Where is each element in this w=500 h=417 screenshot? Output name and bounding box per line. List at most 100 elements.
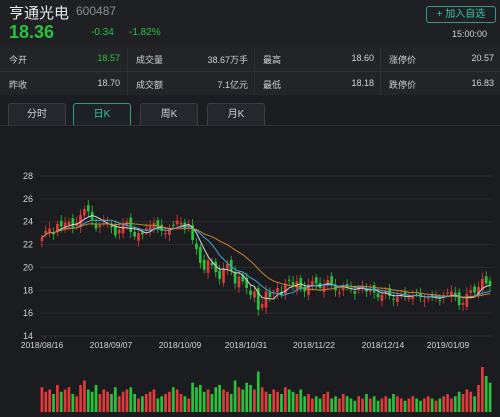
candle-body: [283, 283, 287, 294]
candle-body: [110, 225, 113, 228]
candle-body: [357, 288, 361, 291]
candle-body: [407, 298, 411, 300]
volume-bar: [264, 391, 268, 412]
candle-body: [133, 231, 137, 237]
volume-bar: [164, 394, 167, 412]
volume-bar: [283, 387, 287, 412]
volume-bar: [94, 385, 98, 412]
volume-bar: [403, 400, 407, 412]
volume-bar: [480, 367, 484, 412]
volume-bar: [295, 394, 299, 412]
volume-bar: [268, 394, 272, 412]
add-to-watchlist-button[interactable]: + 加入自选: [426, 6, 496, 23]
volume-bar: [260, 387, 264, 412]
y-tick-label: 22: [23, 240, 33, 250]
volume-bar: [171, 387, 175, 412]
x-tick-label: 2018/12/14: [362, 340, 405, 350]
candle-body: [202, 259, 206, 270]
volume-bar: [353, 400, 357, 412]
volume-bar: [384, 396, 388, 412]
volume-bar: [411, 396, 415, 412]
candle-body: [392, 298, 395, 300]
tab-intraday[interactable]: 分时: [8, 103, 66, 126]
stat-value-limit-up: 20.57: [471, 53, 494, 63]
volume-bar: [160, 396, 164, 412]
candle-body: [183, 222, 187, 230]
volume-bar: [202, 391, 206, 412]
candle-body: [430, 294, 434, 296]
candle-body: [314, 277, 318, 284]
volume-bar: [125, 389, 129, 412]
candle-body: [345, 284, 349, 286]
volume-bar: [256, 371, 260, 412]
candle-body: [411, 296, 415, 299]
candle-body: [164, 233, 167, 235]
volume-bar: [465, 389, 469, 412]
candle-body: [322, 285, 326, 292]
volume-bar: [249, 385, 252, 412]
volume-bar: [357, 396, 361, 412]
candle-body: [137, 233, 140, 241]
candle-body: [160, 224, 164, 231]
candle-body: [233, 271, 237, 284]
candle-body: [218, 270, 221, 279]
volume-bar: [44, 391, 48, 412]
ma10-line: [41, 219, 491, 299]
volume-bar: [415, 398, 419, 412]
volume-bar: [392, 394, 395, 412]
volume-bar: [395, 396, 399, 412]
stats-panel: [0, 46, 500, 95]
y-tick-label: 18: [23, 285, 33, 295]
stat-label-volume: 成交量: [136, 55, 164, 65]
candle-body: [280, 291, 283, 295]
volume-bar: [144, 394, 148, 412]
tab-weekly-k[interactable]: 周K: [140, 103, 198, 126]
candle-body: [79, 214, 82, 227]
candle-body: [67, 221, 71, 226]
candle-body: [148, 226, 152, 231]
stat-label-open: 今开: [9, 55, 28, 65]
volume-bar: [380, 398, 384, 412]
candle-body: [469, 290, 473, 293]
candle-body: [48, 228, 52, 232]
candle-body: [168, 228, 171, 235]
candle-body: [419, 292, 422, 298]
volume-bar: [453, 396, 457, 412]
volume-bar: [168, 391, 171, 412]
volume-bar: [488, 382, 492, 412]
volume-bar: [75, 396, 79, 412]
volume-bar: [361, 398, 364, 412]
candle-body: [241, 274, 245, 282]
volume-bar: [272, 389, 276, 412]
y-tick-label: 26: [23, 194, 33, 204]
stat-value-limit-down: 16.83: [471, 78, 494, 88]
y-tick-label: 14: [23, 331, 33, 341]
tab-daily-k[interactable]: 日K: [73, 103, 131, 126]
volume-bar: [365, 394, 368, 412]
volume-bar: [484, 376, 488, 412]
candle-body: [353, 291, 357, 294]
tab-monthly-k[interactable]: 月K: [207, 103, 265, 126]
volume-bar: [195, 387, 198, 412]
x-tick-label: 2018/10/09: [159, 340, 202, 350]
volume-bar: [148, 391, 152, 412]
volume-bar: [461, 394, 465, 412]
candle-body: [71, 218, 75, 228]
volume-bar: [253, 389, 256, 412]
volume-bar: [233, 380, 237, 412]
stat-label-limit-down: 跌停价: [389, 80, 417, 90]
current-price: 18.36: [9, 22, 55, 42]
volume-bar: [457, 391, 461, 412]
candle-body: [214, 261, 218, 272]
volume-bar: [330, 398, 334, 412]
candle-body: [63, 222, 67, 230]
volume-bar: [280, 394, 283, 412]
candle-body: [222, 268, 225, 283]
candle-body: [326, 280, 330, 286]
stats-row: 昨收 18.70 成交额 7.1亿元 最低 18.18 跌停价 16.83: [0, 71, 500, 96]
stat-label-high: 最高: [263, 55, 282, 65]
candle-body: [480, 278, 484, 291]
volume-bar: [133, 394, 137, 412]
volume-bar: [450, 398, 453, 412]
